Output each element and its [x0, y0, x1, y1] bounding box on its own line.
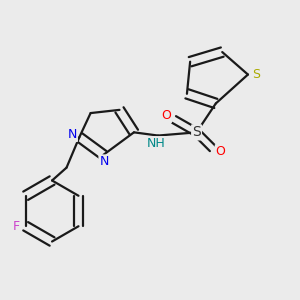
Text: F: F: [13, 220, 20, 233]
Text: O: O: [161, 109, 171, 122]
Text: O: O: [216, 145, 226, 158]
Text: S: S: [192, 125, 201, 139]
Text: S: S: [252, 68, 260, 81]
Text: N: N: [99, 155, 109, 168]
Text: NH: NH: [147, 137, 166, 150]
Text: N: N: [68, 128, 77, 141]
